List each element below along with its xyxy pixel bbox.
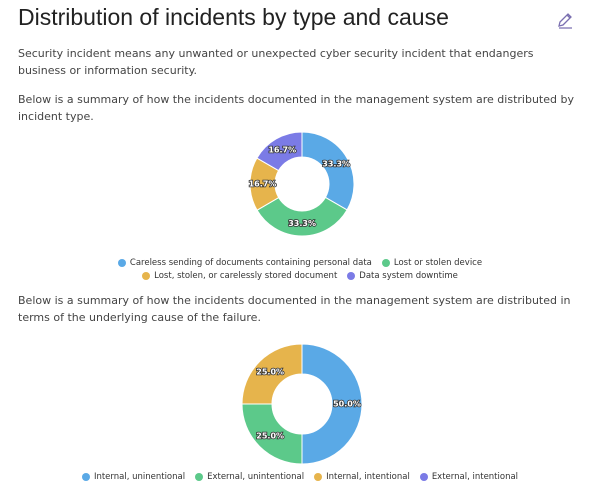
legend: Internal, uninentional External, unintent… [20,472,580,482]
legend-label: Internal, uninentional [93,472,186,482]
paragraph: Below is a summary of how the incidents … [18,294,571,324]
legend-item: Careless sending of documents containing… [117,258,372,268]
legend-label: Internal, intentional [326,472,410,482]
donut-chart: 50.0% 25.0% 25.0% [241,343,363,465]
legend-swatch [117,259,126,267]
legend: Careless sending of documents containing… [20,258,580,281]
data-label: 33.3% [322,160,350,169]
legend-swatch [81,473,90,481]
data-label: 25.0% [256,368,284,377]
data-label: 33.3% [288,219,316,228]
paragraph: Below is a summary of how the incidents … [18,93,574,123]
title: Distribution of incidents by type and ca… [18,4,449,30]
donut-slice [301,132,355,211]
legend-swatch [195,473,204,481]
legend-item: External, intentional [419,472,519,482]
data-label: 16.7% [268,145,296,154]
data-label: 16.7% [249,180,277,189]
legend-label: External, unintentional [207,472,305,482]
legend-item: Lost or stolen device [381,258,483,268]
legend-swatch [142,272,151,280]
legend-swatch [347,272,356,280]
donut-slice [256,196,348,236]
legend-swatch [419,473,428,481]
legend-label: Lost, stolen, or carelessly stored docum… [154,271,338,281]
legend-swatch [314,473,323,481]
legend-label: Careless sending of documents containing… [129,258,372,268]
edit-icon[interactable] [556,11,574,29]
paragraph: Security incident means any unwanted or … [18,47,534,77]
legend-item: Lost, stolen, or carelessly stored docum… [142,271,337,281]
legend-item: External, unintentional [195,472,304,482]
legend-item: Data system downtime [347,271,458,281]
donut-slice [256,132,303,172]
donut-chart: 33.3% 33.3% 16.7% 16.7% [248,132,355,236]
legend-item: Internal, intentional [314,472,410,482]
legend-label: Lost or stolen device [393,258,483,268]
data-label: 25.0% [256,431,284,440]
legend-label: External, intentional [431,472,519,482]
legend-swatch [381,259,390,267]
donut-slice [241,343,303,405]
donut-slice [301,343,363,465]
legend-label: Data system downtime [359,271,458,281]
legend-item: Internal, uninentional [81,472,186,482]
data-label: 50.0% [333,400,361,409]
